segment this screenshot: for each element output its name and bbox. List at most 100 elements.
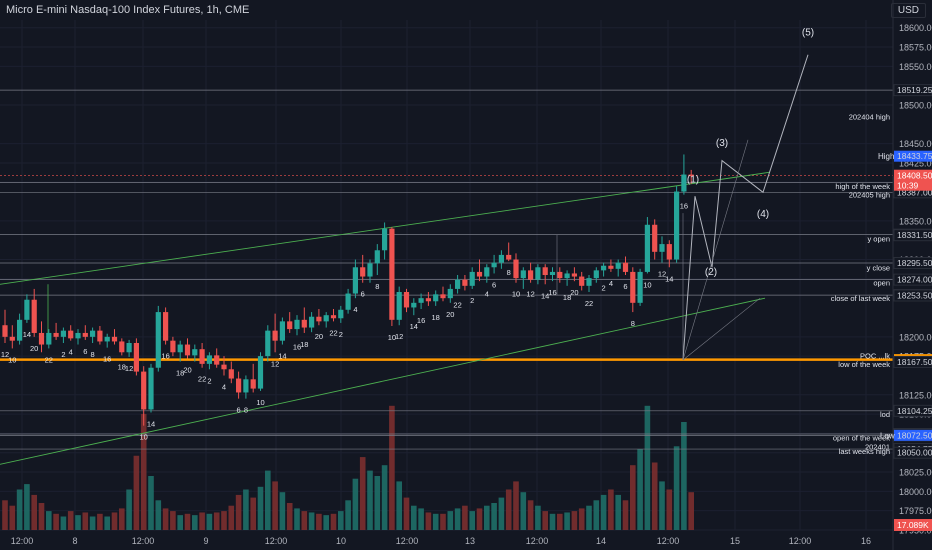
candle-body (433, 294, 439, 302)
candle-body (425, 298, 431, 302)
volume-bar (425, 512, 432, 530)
wave-label: (5) (802, 27, 814, 38)
candle-body (396, 292, 402, 320)
candle-body (68, 330, 74, 339)
candle-body (374, 250, 380, 264)
price-axis: 18600.00 18575.00 18550.00 18500.00 18450.00… (878, 0, 932, 550)
volume-bar (476, 508, 483, 530)
x-tick-label: 16 (861, 536, 871, 546)
hour-label: 16 (680, 202, 688, 211)
hour-label: 8 (375, 282, 379, 291)
candle-body (279, 321, 285, 341)
candle-body (688, 174, 694, 177)
candle-body (82, 332, 88, 337)
volume-bar (235, 494, 242, 530)
price-marker: 18519.25 (897, 85, 932, 95)
volume-bar (666, 489, 673, 530)
hour-label: 12 (1, 350, 9, 359)
candle-body (571, 273, 577, 277)
volume-bar (89, 516, 96, 530)
hour-label: 22 (198, 375, 206, 384)
x-tick-label: 9 (203, 536, 208, 546)
hour-label: 6 (237, 406, 241, 415)
candle-body (199, 349, 205, 364)
currency-button[interactable]: USD (890, 3, 926, 18)
price-marker: 18253.50 (897, 290, 932, 300)
hour-label: 22 (585, 299, 593, 308)
volume-bar (447, 511, 454, 530)
hour-label: 2 (470, 296, 474, 305)
price-marker-bg (893, 257, 932, 270)
candle-body (250, 379, 256, 389)
candle-body (141, 371, 147, 410)
wave-fan (682, 297, 761, 361)
volume-bar (316, 513, 322, 530)
candle-body (111, 336, 118, 342)
hour-label: 4 (609, 279, 613, 288)
volume-bar (564, 512, 570, 530)
volume-bar (593, 500, 600, 530)
hour-label: 2 (602, 284, 606, 293)
hour-label: 8 (507, 268, 511, 277)
candle-body (586, 278, 592, 286)
candle-body (418, 298, 424, 303)
candle-body (75, 332, 81, 339)
candle-body (155, 312, 161, 368)
candle-body (97, 330, 103, 342)
x-tick-label: 12:00 (526, 536, 549, 546)
candle-body (38, 332, 45, 345)
candle-body (257, 356, 264, 389)
candle-body (330, 315, 337, 319)
volume-bar (133, 455, 140, 530)
volume-bar (374, 476, 381, 530)
volume-bar (38, 503, 45, 530)
volume-bar (140, 413, 147, 530)
candle-body (206, 355, 212, 364)
candle-body (294, 319, 300, 330)
level-label: last weeks high (839, 447, 890, 456)
hour-label: 6 (83, 347, 87, 356)
volume-bar (440, 513, 446, 530)
hour-label: 10 (512, 290, 520, 299)
hour-label: 22 (45, 355, 53, 364)
volume-bar (622, 500, 629, 530)
candles (2, 154, 694, 426)
time-axis: 12:00 8 12:00 9 12:00 10 12:00 13 12:00 14 12:00 15… (11, 536, 871, 546)
candle-body (484, 267, 490, 277)
level-label: low of the week (838, 360, 890, 369)
candle-body (644, 224, 650, 272)
volume-bar (184, 513, 191, 530)
price-marker-bg (893, 289, 932, 302)
hour-label: 20 (30, 344, 38, 353)
high-marker: High (878, 152, 894, 161)
hour-label: 10 (140, 433, 148, 442)
x-tick-label: 12:00 (657, 536, 680, 546)
candle-body (666, 244, 672, 260)
volume-bar (323, 515, 329, 530)
candle-body (214, 355, 220, 365)
level-label: 202401 (865, 443, 890, 452)
hour-label: 10 (8, 355, 16, 364)
volume-bar (381, 465, 388, 530)
candle-body (177, 344, 183, 353)
volume-bar (257, 486, 264, 530)
candle-body (528, 270, 534, 280)
hour-label: 20 (183, 365, 191, 374)
candle-body (345, 293, 351, 310)
candle-body (652, 224, 658, 252)
low-marker: Low (880, 431, 895, 440)
hour-label: 12 (125, 364, 133, 373)
x-tick-label: 10 (336, 536, 346, 546)
hour-label: 14 (278, 352, 286, 361)
volume-bar (97, 513, 103, 530)
candle-body (520, 270, 526, 279)
candle-body (338, 309, 344, 319)
volume-bar (637, 449, 643, 530)
candle-body (90, 330, 96, 337)
volume-bar (250, 497, 256, 530)
level-label: 202405 high (849, 191, 890, 200)
candle-body (31, 299, 37, 333)
candle-body (60, 330, 66, 337)
candle-body (301, 319, 307, 328)
